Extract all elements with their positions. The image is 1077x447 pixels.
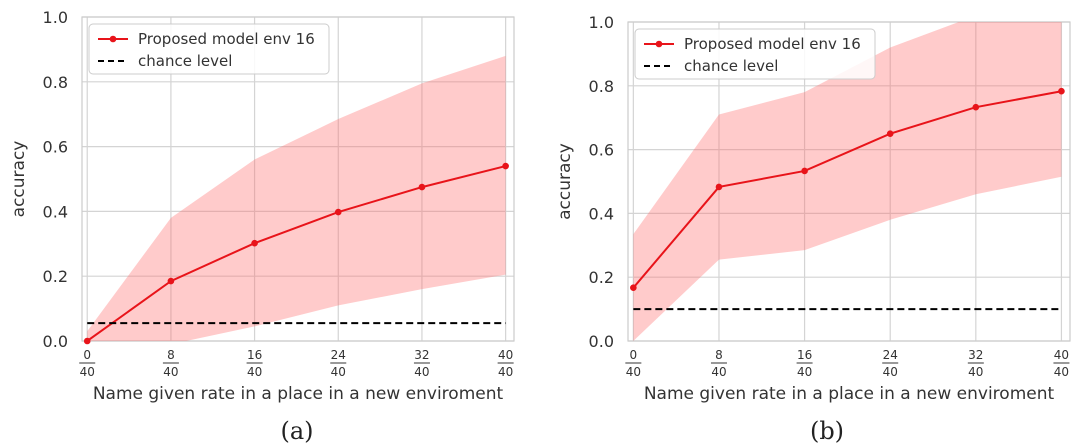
x-tick-numerator: 40	[498, 348, 513, 362]
x-tick-numerator: 0	[83, 348, 91, 362]
y-tick-label: 0.4	[43, 202, 68, 221]
x-tick-numerator: 8	[715, 348, 723, 362]
x-tick-denominator: 40	[498, 365, 513, 379]
x-tick-numerator: 16	[247, 348, 262, 362]
x-tick-denominator: 40	[80, 365, 95, 379]
y-tick-label: 0.2	[589, 268, 614, 287]
x-tick-numerator: 16	[797, 348, 812, 362]
data-point	[418, 183, 426, 191]
chart-panel-1: 0.0 0.2 0.4 0.6 0.8 1.0 0 40 8 40 16 40 24 40 32 40 40 40…	[9, 8, 515, 445]
y-tick-label: 0.6	[43, 138, 68, 157]
x-tick-denominator: 40	[163, 365, 178, 379]
series-line	[632, 90, 1062, 289]
legend-marker	[109, 35, 117, 43]
x-tick-denominator: 40	[331, 365, 346, 379]
plot-frame	[627, 21, 1071, 342]
y-axis-label: accuracy	[9, 141, 29, 218]
panel-caption: (b)	[810, 417, 844, 445]
legend-marker	[655, 40, 663, 48]
x-tick-numerator: 24	[331, 348, 346, 362]
plot-frame	[81, 16, 515, 342]
x-tick-denominator: 40	[711, 365, 726, 379]
data-point	[972, 103, 980, 111]
data-point	[251, 239, 258, 247]
x-tick-denominator: 40	[626, 365, 641, 379]
data-point	[1058, 87, 1065, 95]
y-tick-label: 0.4	[589, 204, 614, 223]
legend-label: Proposed model env 16	[138, 30, 315, 48]
x-tick-denominator: 40	[797, 365, 812, 379]
y-tick-label: 1.0	[589, 13, 614, 32]
y-tick-label: 0.0	[43, 332, 68, 351]
data-point	[334, 208, 342, 216]
x-tick-numerator: 40	[1054, 348, 1069, 362]
x-axis-label: Name given rate in a place in a new envi…	[93, 384, 504, 404]
plot-area	[632, 22, 1062, 341]
x-tick-denominator: 40	[414, 365, 429, 379]
x-tick-denominator: 40	[968, 365, 983, 379]
y-axis-label: accuracy	[555, 143, 575, 220]
y-tick-label: 0.6	[589, 141, 614, 160]
y-tick-label: 0.2	[43, 267, 68, 286]
series-line	[86, 165, 506, 341]
data-point	[715, 183, 723, 191]
legend	[88, 23, 330, 75]
x-tick-numerator: 0	[630, 348, 638, 362]
confidence-band	[87, 55, 506, 341]
chart-panel-2: 0.0 0.2 0.4 0.6 0.8 1.0 0 40 8 40 16 40 24 40 32 40 40 40…	[555, 13, 1071, 445]
x-axis-label: Name given rate in a place in a new envi…	[644, 384, 1055, 404]
y-tick-label: 0.8	[589, 77, 614, 96]
data-point	[167, 277, 175, 285]
plot-area	[86, 55, 506, 341]
y-tick-label: 1.0	[43, 8, 68, 27]
y-tick-label: 0.8	[43, 73, 68, 92]
x-tick-numerator: 24	[883, 348, 898, 362]
x-tick-numerator: 32	[414, 348, 429, 362]
x-tick-denominator: 40	[1054, 365, 1069, 379]
x-tick-denominator: 40	[883, 365, 898, 379]
panel-caption: (a)	[280, 417, 313, 445]
x-tick-numerator: 8	[167, 348, 175, 362]
data-point	[801, 167, 808, 175]
x-tick-denominator: 40	[247, 365, 262, 379]
data-point	[886, 130, 894, 137]
data-point	[502, 162, 509, 170]
legend	[634, 28, 876, 80]
data-point	[630, 284, 637, 292]
legend-label: Proposed model env 16	[684, 35, 861, 53]
confidence-band	[633, 22, 1062, 341]
x-tick-numerator: 32	[968, 348, 983, 362]
legend-label: chance level	[684, 57, 778, 75]
legend-label: chance level	[138, 52, 232, 70]
y-tick-label: 0.0	[589, 332, 614, 351]
data-point	[83, 337, 91, 345]
